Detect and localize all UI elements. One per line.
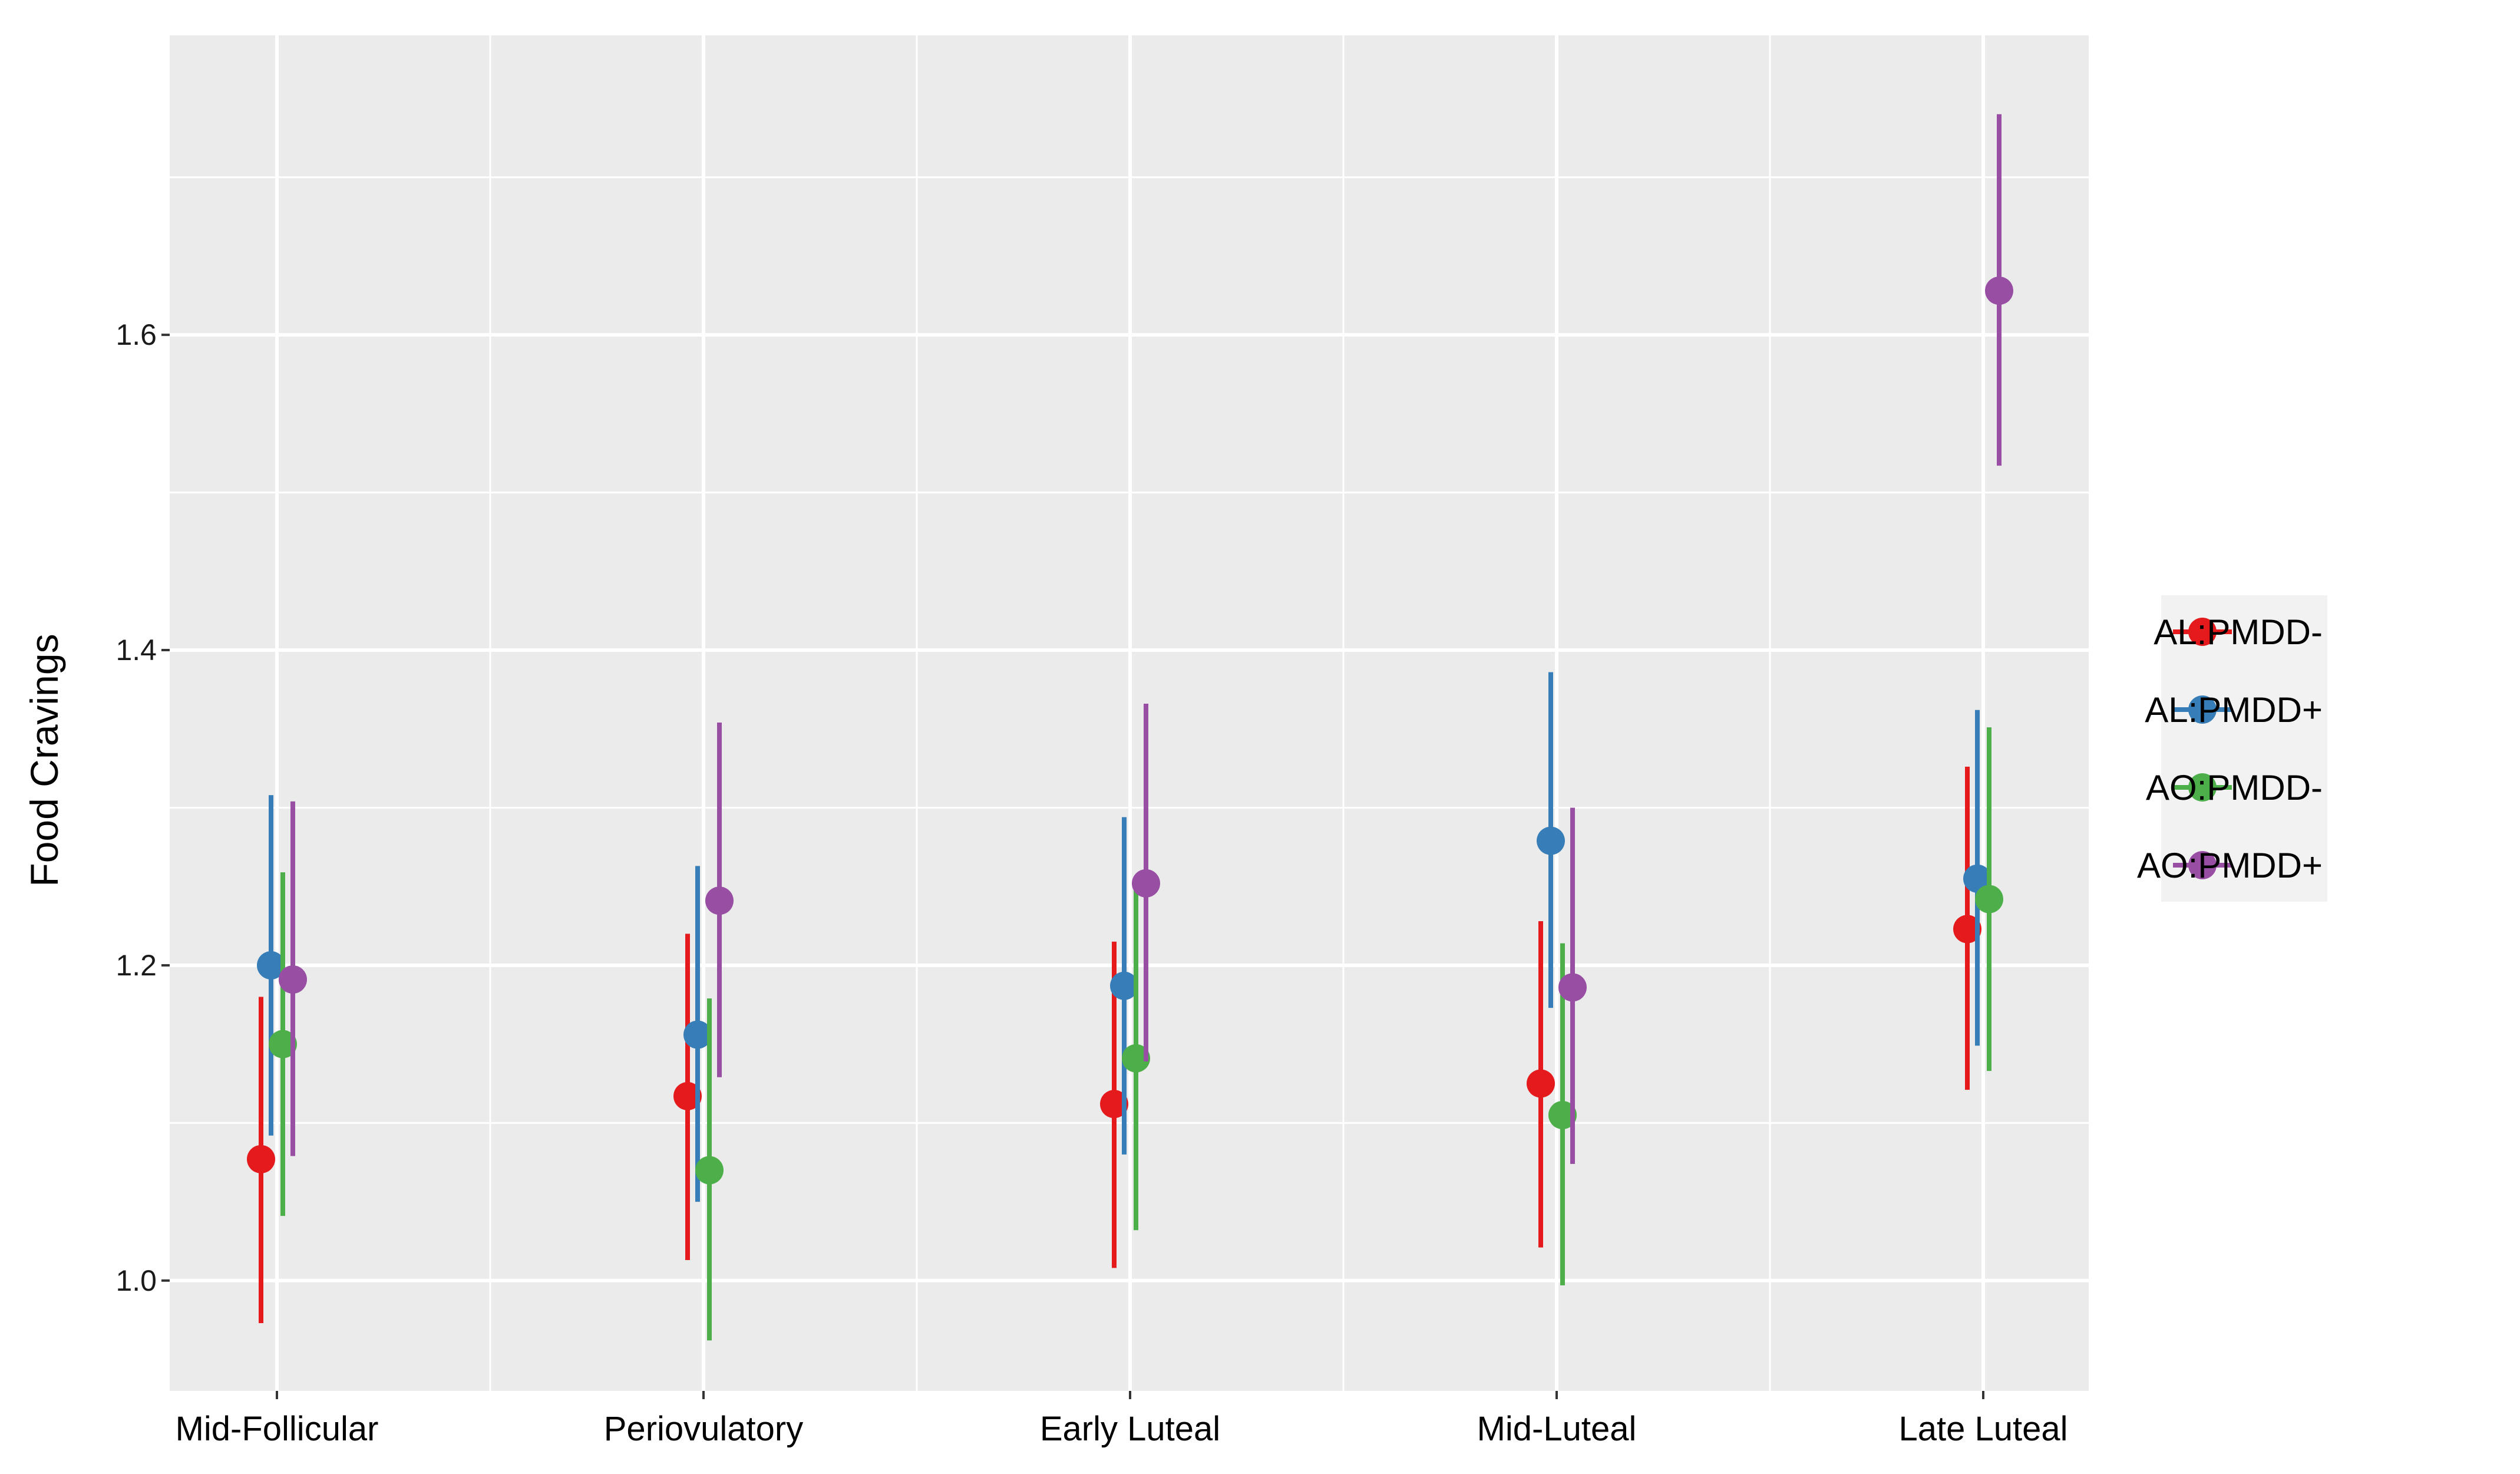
- point-ao-pmdd-3: [1548, 1100, 1577, 1129]
- x-tick-label: Mid-Luteal: [1477, 1410, 1637, 1448]
- x-tick-label: Periovulatory: [604, 1410, 803, 1448]
- legend-item-ao-pmdd: AO:PMDD+: [2137, 846, 2323, 885]
- legend-key-point: [2188, 695, 2217, 724]
- point-al-pmdd-0: [247, 1145, 275, 1173]
- point-al-pmdd-3: [1527, 1069, 1555, 1098]
- legend-label: AO:PMDD+: [2137, 846, 2323, 885]
- point-al-pmdd-4: [1953, 915, 1981, 944]
- data-marks: [247, 114, 2013, 1341]
- point-al-pmdd-0: [257, 951, 285, 980]
- y-tick-label: 1.0: [115, 1264, 157, 1297]
- x-axis: Mid-Follicular Periovulatory Early Luteal M…: [176, 1391, 2068, 1448]
- point-ao-pmdd-1: [695, 1156, 724, 1185]
- legend-label: AL:PMDD-: [2154, 612, 2323, 652]
- major-gridlines: [170, 35, 2089, 1391]
- legend-key-point: [2188, 618, 2217, 646]
- point-ao-pmdd-3: [1558, 973, 1587, 1002]
- legend-item-al-pmdd: AL:PMDD-: [2154, 612, 2323, 652]
- legend-item-ao-pmdd: AO:PMDD-: [2146, 768, 2323, 807]
- x-tick-label: Late Luteal: [1898, 1410, 2067, 1448]
- point-ao-pmdd-1: [705, 886, 734, 915]
- legend-key-point: [2188, 773, 2217, 802]
- legend-background: [2161, 595, 2327, 902]
- point-ao-pmdd-4: [1985, 276, 2013, 305]
- y-tick-label: 1.6: [115, 318, 157, 351]
- x-tick-label: Mid-Follicular: [176, 1410, 379, 1448]
- point-ao-pmdd-0: [269, 1030, 297, 1058]
- point-al-pmdd-1: [673, 1081, 702, 1110]
- point-ao-pmdd-0: [279, 965, 307, 994]
- y-axis-title: Food Cravings: [22, 634, 66, 886]
- point-al-pmdd-2: [1110, 971, 1138, 1000]
- point-ao-pmdd-2: [1122, 1044, 1150, 1073]
- x-tick-label: Early Luteal: [1040, 1410, 1220, 1448]
- legend-item-al-pmdd: AL:PMDD+: [2145, 690, 2323, 730]
- series-ao-pmdd: [279, 114, 2013, 1164]
- legend-label: AO:PMDD-: [2146, 768, 2323, 807]
- y-tick-label: 1.4: [115, 634, 157, 667]
- legend-key-point: [2188, 851, 2217, 879]
- series-ao-pmdd: [269, 727, 2003, 1341]
- point-al-pmdd-1: [683, 1020, 712, 1049]
- y-tick-label: 1.2: [115, 949, 157, 982]
- series-al-pmdd: [257, 672, 1991, 1202]
- legend-label: AL:PMDD+: [2145, 690, 2323, 730]
- point-ao-pmdd-2: [1132, 869, 1160, 898]
- point-al-pmdd-4: [1963, 864, 1991, 893]
- series-al-pmdd: [247, 766, 1981, 1323]
- point-al-pmdd-3: [1537, 826, 1565, 855]
- point-ao-pmdd-4: [1975, 885, 2003, 914]
- point-al-pmdd-2: [1100, 1090, 1128, 1119]
- legend: AL:PMDD- AL:PMDD+ AO:PMDD- AO:PMDD+: [2137, 612, 2323, 885]
- y-axis: 1.0 1.2 1.4 1.6: [115, 318, 170, 1297]
